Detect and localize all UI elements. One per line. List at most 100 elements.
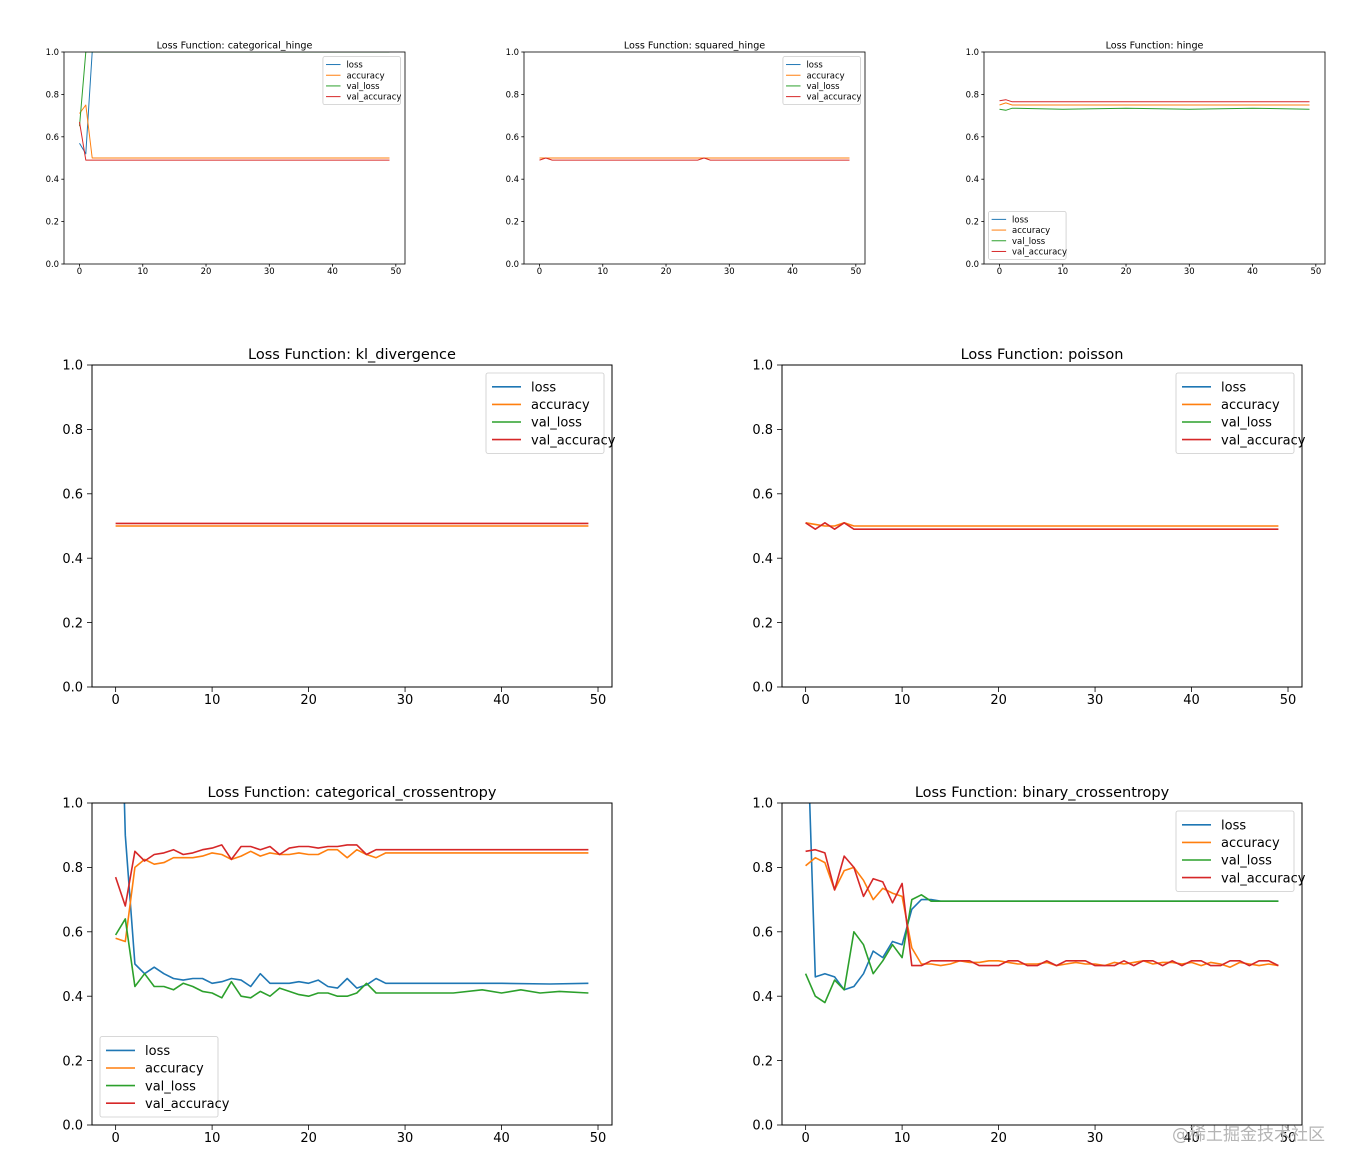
legend-label: val_accuracy xyxy=(531,433,616,448)
series-line-accuracy xyxy=(79,104,390,159)
x-tick-label: 10 xyxy=(204,1131,221,1146)
legend-label: val_loss xyxy=(1012,236,1045,246)
x-tick-label: 50 xyxy=(1280,693,1297,708)
y-tick-label: 0.6 xyxy=(62,925,83,940)
x-tick-label: 10 xyxy=(204,693,221,708)
axes-frame xyxy=(91,364,613,688)
x-tick-label: 10 xyxy=(1057,266,1068,276)
axes-frame xyxy=(983,51,1326,265)
y-tick-label: 0.6 xyxy=(752,487,773,502)
chart-title: Loss Function: squared_hinge xyxy=(624,40,765,51)
y-tick-label: 0.8 xyxy=(62,861,83,876)
y-tick-label: 1.0 xyxy=(506,47,519,57)
legend-box xyxy=(99,1036,219,1118)
x-tick-label: 20 xyxy=(300,693,317,708)
watermark: @稀土掘金技术社区 xyxy=(1172,1125,1325,1145)
x-tick-label: 10 xyxy=(597,266,608,276)
chart-title: Loss Function: poisson xyxy=(961,347,1124,363)
x-tick-label: 40 xyxy=(1183,693,1200,708)
series-line-accuracy xyxy=(999,102,1310,106)
y-tick-label: 0.4 xyxy=(752,552,773,567)
legend-label: accuracy xyxy=(531,398,590,413)
y-tick-label: 1.0 xyxy=(752,797,773,812)
legend-label: loss xyxy=(531,380,556,395)
x-tick-label: 30 xyxy=(1087,1131,1104,1146)
axes-frame xyxy=(781,802,1303,1126)
chart-title: Loss Function: categorical_hinge xyxy=(157,40,313,51)
y-tick-label: 0.8 xyxy=(506,89,519,99)
legend-box xyxy=(485,372,605,454)
series-line-val-accuracy xyxy=(79,121,390,161)
y-tick-label: 0.0 xyxy=(752,681,773,696)
legend-label: loss xyxy=(145,1044,170,1059)
series-line-val-loss xyxy=(999,107,1310,111)
legend-label: loss xyxy=(1221,818,1246,833)
legend: loss accuracy val_loss val_accuracy xyxy=(485,372,616,454)
series-line-val-loss xyxy=(114,918,589,999)
y-tick-label: 1.0 xyxy=(46,47,59,57)
y-tick-label: 0.2 xyxy=(46,217,59,227)
x-tick-label: 50 xyxy=(1280,1131,1297,1146)
legend-box xyxy=(782,56,861,106)
x-tick-label: 10 xyxy=(137,266,148,276)
series-line-accuracy xyxy=(805,522,1279,527)
series-lines xyxy=(79,52,390,161)
y-tick-label: 0.8 xyxy=(46,89,59,99)
legend-label: val_loss xyxy=(145,1079,196,1094)
series-lines xyxy=(999,99,1310,111)
legend-label: val_accuracy xyxy=(1012,246,1067,256)
y-tick-label: 0.4 xyxy=(62,990,83,1005)
y-tick-label: 0.2 xyxy=(62,616,83,631)
legend-label: val_loss xyxy=(806,81,839,91)
series-line-val-accuracy xyxy=(539,157,850,161)
series-line-val-loss xyxy=(804,894,1279,1004)
legend-label: val_loss xyxy=(1221,416,1272,431)
legend-box xyxy=(988,210,1067,260)
series-line-val-accuracy xyxy=(805,848,1279,967)
series-line-loss xyxy=(79,52,390,155)
legend-label: accuracy xyxy=(806,70,844,80)
legend-label: accuracy xyxy=(346,70,384,80)
series-line-val-loss xyxy=(79,52,390,127)
chart-title: Loss Function: kl_divergence xyxy=(248,347,456,363)
x-tick-label: 50 xyxy=(390,266,401,276)
x-tick-label: 30 xyxy=(264,266,275,276)
chart-panel-0: Loss Function: categorical_hinge 0 10 20 30 4… xyxy=(46,40,406,276)
x-tick-label: 30 xyxy=(724,266,735,276)
y-tick-label: 0.6 xyxy=(966,132,979,142)
y-tick-label: 0.0 xyxy=(966,259,979,269)
x-tick-label: 50 xyxy=(590,1131,607,1146)
x-tick-label: 50 xyxy=(850,266,861,276)
y-tick-label: 0.4 xyxy=(46,174,59,184)
x-tick-label: 0 xyxy=(77,266,82,276)
legend-label: val_loss xyxy=(346,81,379,91)
chart-panel-3: Loss Function: kl_divergence 0 10 20 30 40 50 0… xyxy=(62,347,615,708)
x-tick-label: 20 xyxy=(201,266,212,276)
axes-frame xyxy=(781,364,1303,688)
series-lines xyxy=(805,522,1279,530)
series-line-val-accuracy xyxy=(114,844,589,907)
series-lines xyxy=(804,803,1279,1004)
legend-label: val_accuracy xyxy=(806,92,861,102)
y-tick-label: 0.4 xyxy=(752,990,773,1005)
x-tick-label: 40 xyxy=(1247,266,1258,276)
legend-label: val_accuracy xyxy=(1221,433,1306,448)
x-tick-label: 0 xyxy=(997,266,1002,276)
legend-label: val_loss xyxy=(531,416,582,431)
legend-label: loss xyxy=(806,60,822,70)
x-tick-label: 40 xyxy=(493,1131,510,1146)
legend-box xyxy=(322,56,401,106)
x-tick-label: 50 xyxy=(1310,266,1321,276)
x-tick-label: 20 xyxy=(1121,266,1132,276)
legend-label: loss xyxy=(1221,380,1246,395)
y-tick-label: 0.2 xyxy=(62,1054,83,1069)
y-tick-label: 0.8 xyxy=(966,89,979,99)
y-tick-label: 0.0 xyxy=(62,681,83,696)
y-tick-label: 0.0 xyxy=(506,259,519,269)
axes-frame xyxy=(63,51,406,265)
